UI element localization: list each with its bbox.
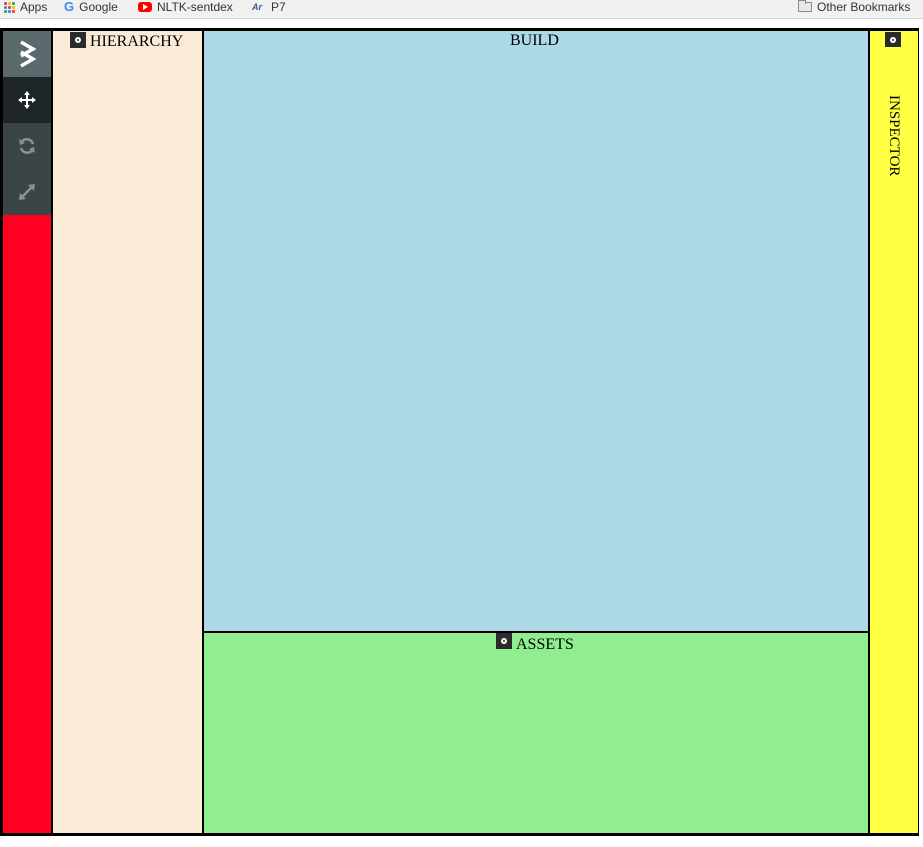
hierarchy-title: HIERARCHY [90, 33, 184, 50]
folder-icon [798, 0, 812, 12]
other-bookmarks-label: Other Bookmarks [817, 0, 911, 14]
inspector-panel[interactable]: INSPECTOR [868, 31, 918, 833]
toggle-icon [75, 37, 81, 43]
scale-tool-button[interactable] [3, 169, 51, 215]
bookmark-nltk-sentdex[interactable]: NLTK-sentdex [138, 0, 233, 14]
build-panel[interactable]: BUILD [204, 31, 868, 633]
logo-icon [20, 40, 37, 68]
bookmark-p7[interactable]: Ar P7 [252, 0, 286, 14]
apps-grid-icon [4, 1, 15, 13]
inspector-title: INSPECTOR [886, 95, 902, 177]
p7-icon: Ar [252, 2, 263, 12]
rotate-icon [19, 138, 35, 154]
assets-toggle-button[interactable] [496, 633, 512, 649]
bookmark-label: P7 [271, 0, 286, 14]
rotate-tool-button[interactable] [3, 123, 51, 169]
bookmarks-bar: Apps G Google NLTK-sentdex Ar P7 Other B… [0, 0, 923, 19]
toggle-icon [890, 36, 896, 43]
scale-icon [19, 184, 35, 200]
inspector-toggle-button[interactable] [885, 32, 901, 47]
assets-title: ASSETS [516, 636, 574, 653]
move-tool-button[interactable] [3, 77, 51, 123]
editor-workspace: HIERARCHY BUILD ASSETS INSPECTOR [0, 28, 919, 836]
bookmark-label: NLTK-sentdex [157, 0, 233, 14]
tool-sidebar [3, 31, 53, 833]
bookmark-apps[interactable]: Apps [4, 0, 47, 14]
bookmark-label: Apps [20, 0, 48, 14]
toggle-icon [501, 638, 507, 644]
youtube-icon [138, 2, 152, 12]
bookmark-google[interactable]: G Google [64, 0, 118, 14]
assets-panel[interactable]: ASSETS [204, 633, 868, 833]
hierarchy-toggle-button[interactable] [70, 32, 86, 48]
logo-button[interactable] [3, 31, 51, 77]
hierarchy-panel[interactable]: HIERARCHY [53, 31, 204, 833]
google-icon: G [64, 0, 75, 14]
bookmark-label: Google [79, 0, 118, 14]
move-icon [18, 91, 36, 109]
other-bookmarks[interactable]: Other Bookmarks [798, 0, 910, 14]
build-title: BUILD [510, 32, 559, 49]
